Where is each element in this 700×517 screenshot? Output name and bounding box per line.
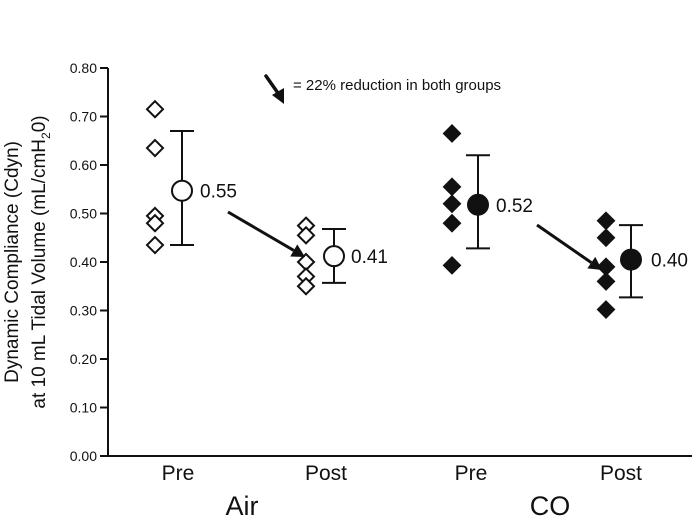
mean-label: 0.52 xyxy=(496,196,533,217)
reduction-arrow xyxy=(536,223,602,270)
data-point xyxy=(596,228,616,248)
y-axis-title-line1: Dynamic Compliance (Cdyn) xyxy=(2,141,23,383)
arrow-shaft xyxy=(536,223,593,264)
mean-marker xyxy=(467,193,489,216)
mean-label: 0.41 xyxy=(351,247,388,268)
data-point xyxy=(596,211,616,231)
x-tick-label: Pre xyxy=(162,462,195,485)
arrow-shaft xyxy=(227,210,295,252)
y-axis-title-line2-end: 0) xyxy=(29,115,50,132)
data-point xyxy=(145,138,165,158)
data-point xyxy=(442,213,462,233)
mean-marker xyxy=(171,179,193,202)
y-tick-label: 0.80 xyxy=(70,60,97,76)
y-tick-label: 0.60 xyxy=(70,157,97,173)
y-tick-label: 0.50 xyxy=(70,206,97,222)
data-point xyxy=(596,271,616,291)
x-tick-label: Post xyxy=(600,462,642,485)
mean-label: 0.55 xyxy=(200,182,237,203)
data-point xyxy=(442,124,462,143)
data-point xyxy=(296,276,316,296)
y-axis: 0.00 0.10 0.20 0.30 0.40 0.50 0.60 0.70 0.80 xyxy=(70,60,109,464)
condition-air-pre: 0.55 xyxy=(145,99,237,255)
mean-label: 0.40 xyxy=(651,251,688,272)
condition-co-post: 0.40 xyxy=(596,211,688,319)
y-tick-group: 0.00 0.10 0.20 0.30 0.40 0.50 0.60 0.70 0.80 xyxy=(70,60,108,464)
data-point xyxy=(145,99,165,119)
arrow-head xyxy=(290,244,305,257)
y-tick-label: 0.30 xyxy=(70,303,97,319)
y-axis-title-line2-main: at 10 mL Tidal Volume (mL/cmH xyxy=(29,139,50,409)
group-label: CO xyxy=(530,491,571,517)
plot-area: 0.55 0.41 0.52 0.40 xyxy=(145,99,688,319)
data-point xyxy=(145,213,165,233)
condition-air-post: 0.41 xyxy=(296,216,388,296)
x-tick-label: Post xyxy=(305,462,347,485)
legend-arrow-head xyxy=(272,88,284,104)
x-axis-labels: Pre Post Air Pre Post CO xyxy=(162,462,643,517)
data-point xyxy=(442,177,462,197)
data-point xyxy=(442,194,462,214)
data-point xyxy=(296,225,316,245)
y-tick-label: 0.00 xyxy=(70,448,97,464)
x-tick-label: Pre xyxy=(455,462,488,485)
y-axis-title-subscript: 2 xyxy=(39,132,53,139)
group-label: Air xyxy=(226,491,259,517)
data-point xyxy=(145,235,165,255)
y-tick-label: 0.70 xyxy=(70,109,97,125)
mean-marker xyxy=(323,245,345,268)
data-point xyxy=(596,300,616,319)
data-point xyxy=(442,255,462,275)
y-tick-label: 0.20 xyxy=(70,351,97,367)
condition-co-pre: 0.52 xyxy=(442,124,533,275)
y-tick-label: 0.10 xyxy=(70,400,97,416)
arrow-head xyxy=(587,256,602,270)
y-tick-label: 0.40 xyxy=(70,254,97,270)
legend: = 22% reduction in both groups xyxy=(264,74,501,104)
mean-marker xyxy=(620,248,642,271)
y-axis-title-line2: at 10 mL Tidal Volume (mL/cmH20) xyxy=(29,115,53,408)
legend-annotation: = 22% reduction in both groups xyxy=(293,77,501,94)
reduction-arrow xyxy=(227,210,305,257)
